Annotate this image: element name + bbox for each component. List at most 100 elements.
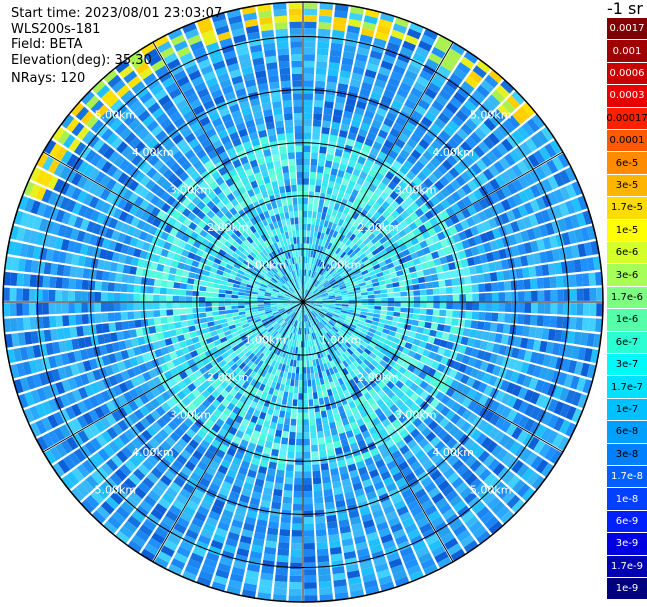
ppi-gate	[356, 191, 365, 201]
ppi-gate	[71, 187, 82, 201]
ppi-gate	[338, 354, 345, 363]
ppi-gate	[380, 145, 391, 155]
ppi-gate	[450, 179, 461, 191]
ppi-gate	[340, 345, 347, 353]
ppi-gate	[416, 270, 425, 278]
ppi-gate	[327, 275, 334, 282]
ppi-gate	[332, 366, 339, 374]
ppi-gate	[344, 341, 352, 348]
ppi-gate	[383, 274, 392, 280]
ppi-gate	[222, 271, 230, 278]
ppi-gate	[228, 426, 238, 436]
ppi-gate	[375, 363, 384, 372]
ppi-gate	[295, 451, 303, 459]
ppi-gate	[337, 377, 345, 386]
ppi-gate	[480, 511, 495, 525]
ppi-gate	[224, 384, 233, 393]
ppi-gate	[242, 381, 250, 390]
ppi-gate	[146, 454, 159, 467]
ppi-gate	[164, 337, 173, 346]
ppi-gate	[191, 336, 200, 344]
ppi-gate	[188, 138, 200, 149]
ppi-gate	[82, 412, 94, 426]
ppi-gate	[368, 538, 381, 548]
ppi-gate	[331, 387, 338, 395]
ppi-gate	[254, 423, 263, 433]
ppi-gate	[361, 295, 369, 299]
ppi-gate	[88, 409, 100, 422]
ppi-gate	[392, 122, 404, 133]
ppi-gate	[82, 130, 95, 144]
ppi-gate	[476, 506, 490, 520]
ppi-gate	[516, 373, 526, 386]
ppi-gate	[428, 487, 441, 499]
ppi-gate	[172, 288, 180, 296]
ppi-gate	[474, 464, 487, 477]
ppi-gate	[332, 115, 342, 124]
ppi-gate	[264, 480, 274, 489]
ppi-gate	[76, 326, 84, 337]
ppi-gate	[100, 109, 114, 123]
ppi-gate	[388, 149, 399, 160]
ppi-gate	[311, 326, 315, 333]
ppi-gate	[229, 379, 238, 388]
ppi-gate	[270, 352, 277, 360]
ppi-gate	[129, 388, 139, 400]
ppi-gate	[179, 255, 188, 264]
ppi-gate	[124, 339, 133, 349]
ppi-gate	[241, 320, 249, 326]
ppi-gate	[259, 579, 273, 588]
ppi-gate	[511, 164, 523, 178]
ppi-rays	[3, 2, 603, 602]
ppi-gate	[329, 174, 337, 183]
ppi-gate	[268, 316, 275, 322]
ppi-gate	[315, 218, 321, 226]
ppi-gate	[298, 308, 301, 315]
ppi-gate	[234, 229, 242, 238]
ppi-gate	[291, 523, 303, 531]
ppi-gate	[62, 277, 70, 289]
ppi-gate	[316, 542, 328, 550]
ppi-gate	[18, 393, 29, 409]
ppi-gate	[330, 318, 337, 324]
ppi-gate	[424, 210, 434, 220]
ppi-gate	[455, 145, 468, 158]
ppi-gate	[65, 184, 76, 198]
ppi-gate	[109, 262, 118, 272]
ppi-gate	[390, 522, 403, 534]
ppi-gate	[105, 132, 119, 146]
ppi-gate	[16, 303, 23, 316]
ppi-gate	[418, 340, 427, 349]
ppi-gate	[399, 286, 407, 292]
ppi-gate	[331, 121, 341, 130]
ppi-gate	[84, 207, 95, 220]
ppi-gate	[275, 568, 288, 576]
ppi-gate	[225, 432, 235, 442]
ppi-gate	[257, 360, 264, 368]
ppi-gate	[107, 516, 122, 530]
ppi-gate	[211, 214, 220, 224]
ppi-gate	[165, 157, 176, 168]
ppi-gate	[167, 564, 183, 576]
ppi-gate	[247, 406, 255, 415]
ppi-gate	[468, 70, 483, 84]
ppi-gate	[161, 391, 171, 402]
ppi-gate	[345, 409, 353, 418]
ppi-gate	[91, 79, 106, 94]
ppi-gate	[340, 63, 353, 73]
ppi-gate	[401, 249, 411, 257]
ppi-gate	[561, 232, 571, 246]
ppi-gate	[260, 316, 268, 321]
ppi-gate	[288, 365, 293, 373]
ppi-gate	[326, 153, 334, 162]
ppi-gate	[217, 521, 230, 532]
ppi-gate	[230, 198, 239, 207]
ppi-gate	[322, 206, 328, 214]
ppi-gate	[374, 267, 383, 274]
ppi-gate	[242, 454, 252, 464]
ppi-gate	[221, 196, 230, 206]
ppi-gate	[305, 308, 308, 315]
ppi-gate	[354, 488, 365, 498]
ppi-gate	[394, 264, 403, 272]
ppi-gate	[483, 273, 492, 283]
